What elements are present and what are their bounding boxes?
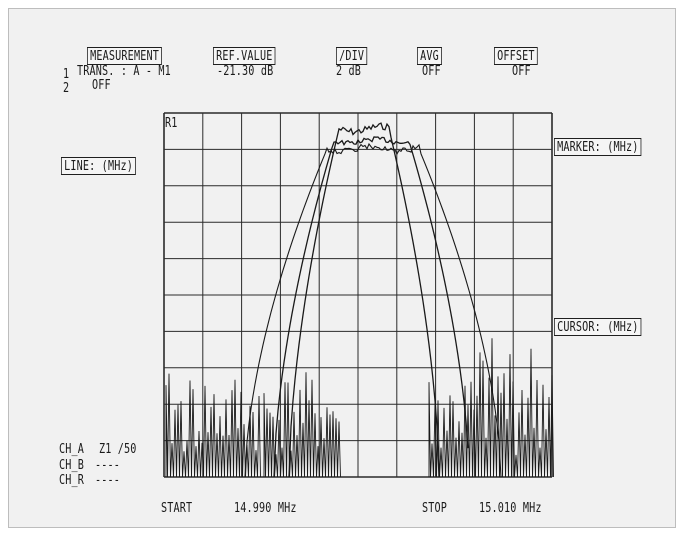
ch-b-label: CH_B bbox=[59, 458, 85, 473]
trace-narrow bbox=[288, 122, 440, 478]
row1-trace: TRANS. : A - M1 bbox=[77, 64, 171, 79]
trace-wide bbox=[273, 136, 469, 478]
stop-value: 15.010 MHz bbox=[479, 501, 542, 516]
row1-index: 1 bbox=[63, 67, 70, 82]
row2-trace: OFF bbox=[92, 78, 111, 93]
ref-value-label[interactable]: REF.VALUE bbox=[213, 47, 276, 65]
trace-middle bbox=[244, 142, 502, 478]
noise-floor-traces bbox=[165, 338, 554, 478]
row2-index: 2 bbox=[63, 81, 70, 96]
row1-ref-value: -21.30 dB bbox=[217, 64, 274, 79]
avg-label[interactable]: AVG bbox=[417, 47, 443, 65]
ch-a-value: Z1 /50 bbox=[99, 442, 137, 457]
line-label[interactable]: LINE: (MHz) bbox=[61, 157, 137, 175]
stop-label: STOP bbox=[422, 501, 448, 516]
start-label: START bbox=[161, 501, 193, 516]
measurement-label[interactable]: MEASUREMENT bbox=[87, 47, 163, 65]
start-value: 14.990 MHz bbox=[234, 501, 297, 516]
plot-grid bbox=[163, 112, 553, 478]
offset-label[interactable]: OFFSET bbox=[494, 47, 538, 65]
ch-r-label: CH_R bbox=[59, 473, 85, 488]
ch-r-value: ---- bbox=[95, 473, 121, 488]
row1-offset-value: OFF bbox=[512, 64, 531, 79]
row1-div-value: 2 dB bbox=[336, 64, 362, 79]
marker-label[interactable]: MARKER: (MHz) bbox=[554, 138, 642, 156]
div-label[interactable]: /DIV bbox=[336, 47, 368, 65]
trace-plot bbox=[163, 112, 554, 478]
row1-avg-value: OFF bbox=[422, 64, 441, 79]
ch-a-label: CH_A bbox=[59, 442, 85, 457]
analyzer-screen: MEASUREMENT REF.VALUE /DIV AVG OFFSET 1 … bbox=[8, 8, 676, 528]
ch-b-value: ---- bbox=[95, 458, 121, 473]
ref-marker: R1 bbox=[165, 116, 178, 131]
cursor-label[interactable]: CURSOR: (MHz) bbox=[554, 318, 642, 336]
